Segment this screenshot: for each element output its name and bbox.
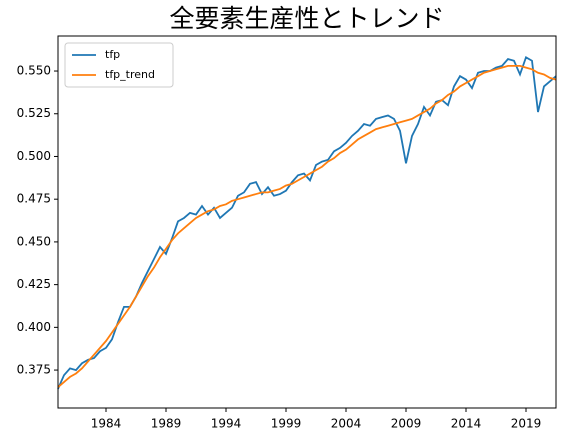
- x-tick-label: 1999: [271, 417, 302, 431]
- y-tick-label: 0.425: [17, 277, 51, 291]
- y-tick-label: 0.400: [17, 320, 51, 334]
- legend-label: tfp_trend: [105, 68, 155, 81]
- line-series: [57, 56, 557, 390]
- y-tick-label: 0.500: [17, 149, 51, 163]
- x-tick-label: 2009: [391, 417, 422, 431]
- y-tick-label: 0.450: [17, 234, 51, 248]
- legend-label: tfp: [105, 48, 120, 61]
- legend-box: [64, 42, 174, 88]
- x-tick-label: 2004: [331, 417, 362, 431]
- line-series: [57, 65, 557, 388]
- x-tick-label: 1984: [91, 417, 122, 431]
- y-tick-label: 0.525: [17, 106, 51, 120]
- chart-title: 全要素生産性とトレンド: [169, 4, 444, 33]
- x-tick-label: 2019: [511, 417, 542, 431]
- x-tick-label: 1989: [151, 417, 182, 431]
- y-tick-label: 0.375: [17, 363, 51, 377]
- x-tick-label: 1994: [211, 417, 242, 431]
- y-tick-label: 0.475: [17, 192, 51, 206]
- y-tick-label: 0.550: [17, 64, 51, 78]
- x-tick-label: 2014: [451, 417, 482, 431]
- plot-frame: [57, 35, 557, 409]
